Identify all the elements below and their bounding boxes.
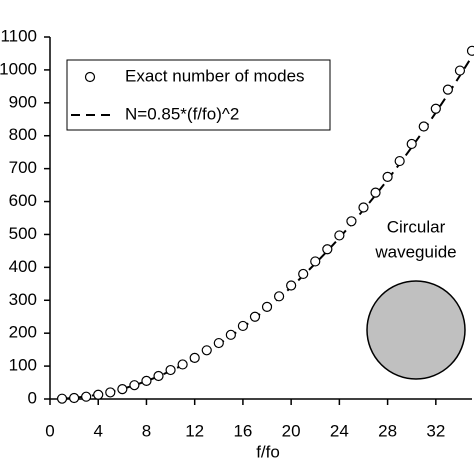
y-tick-label: 1100	[0, 26, 37, 45]
data-point	[153, 370, 164, 382]
legend-marker	[84, 71, 96, 83]
x-tick-label: 20	[282, 421, 301, 440]
data-point	[346, 216, 357, 227]
y-tick-label: 100	[9, 356, 37, 375]
data-point	[334, 230, 345, 241]
data-point	[358, 202, 369, 213]
data-point	[165, 364, 176, 376]
data-point	[406, 138, 417, 150]
y-tick-label: 600	[9, 191, 37, 210]
y-tick-label: 800	[9, 125, 37, 144]
data-point	[370, 187, 381, 198]
data-point	[105, 387, 116, 398]
x-tick-label: 8	[142, 421, 151, 440]
data-point	[177, 359, 188, 370]
x-tick-label: 32	[426, 421, 445, 440]
legend-label: N=0.85*(f/fo)^2	[125, 104, 239, 123]
data-point	[56, 393, 68, 404]
annotation: Circular	[387, 217, 446, 236]
data-point	[249, 311, 261, 322]
data-point	[430, 103, 441, 114]
data-point	[141, 375, 152, 386]
data-point	[213, 337, 224, 349]
data-point	[93, 389, 104, 400]
data-point	[418, 121, 429, 132]
legend-box	[66, 59, 331, 131]
legend-label: Exact number of modes	[125, 66, 305, 85]
data-point	[442, 84, 453, 95]
data-point	[69, 392, 80, 404]
data-point	[225, 329, 236, 340]
data-point	[382, 171, 393, 182]
data-point	[237, 320, 249, 332]
data-point	[117, 384, 128, 395]
data-point	[322, 244, 333, 255]
x-axis-label: f/fo	[256, 442, 280, 461]
data-point	[298, 268, 309, 280]
x-tick-label: 4	[93, 421, 102, 440]
y-tick-label: 700	[9, 158, 37, 177]
data-point	[189, 352, 200, 363]
data-point	[286, 280, 297, 291]
x-tick-label: 24	[330, 421, 349, 440]
y-tick-label: 0	[28, 388, 37, 407]
y-tick-label: 300	[9, 290, 37, 309]
data-point	[201, 345, 212, 356]
data-point	[310, 256, 321, 267]
data-point	[454, 65, 466, 76]
x-tick-label: 16	[233, 421, 252, 440]
data-point	[81, 391, 92, 402]
y-tick-label: 500	[9, 224, 37, 243]
data-point	[394, 155, 405, 167]
data-point	[466, 45, 474, 56]
x-tick-label: 0	[45, 421, 54, 440]
y-tick-label: 200	[9, 323, 37, 342]
data-point	[273, 291, 285, 302]
x-tick-label: 28	[378, 421, 397, 440]
data-point	[261, 301, 273, 312]
data-point	[129, 380, 140, 391]
y-tick-label: 900	[9, 92, 37, 111]
y-tick-label: 1000	[0, 59, 37, 78]
annotation: waveguide	[374, 242, 456, 261]
x-tick-label: 12	[185, 421, 204, 440]
y-tick-label: 400	[9, 257, 37, 276]
waveguide-icon	[366, 280, 466, 380]
